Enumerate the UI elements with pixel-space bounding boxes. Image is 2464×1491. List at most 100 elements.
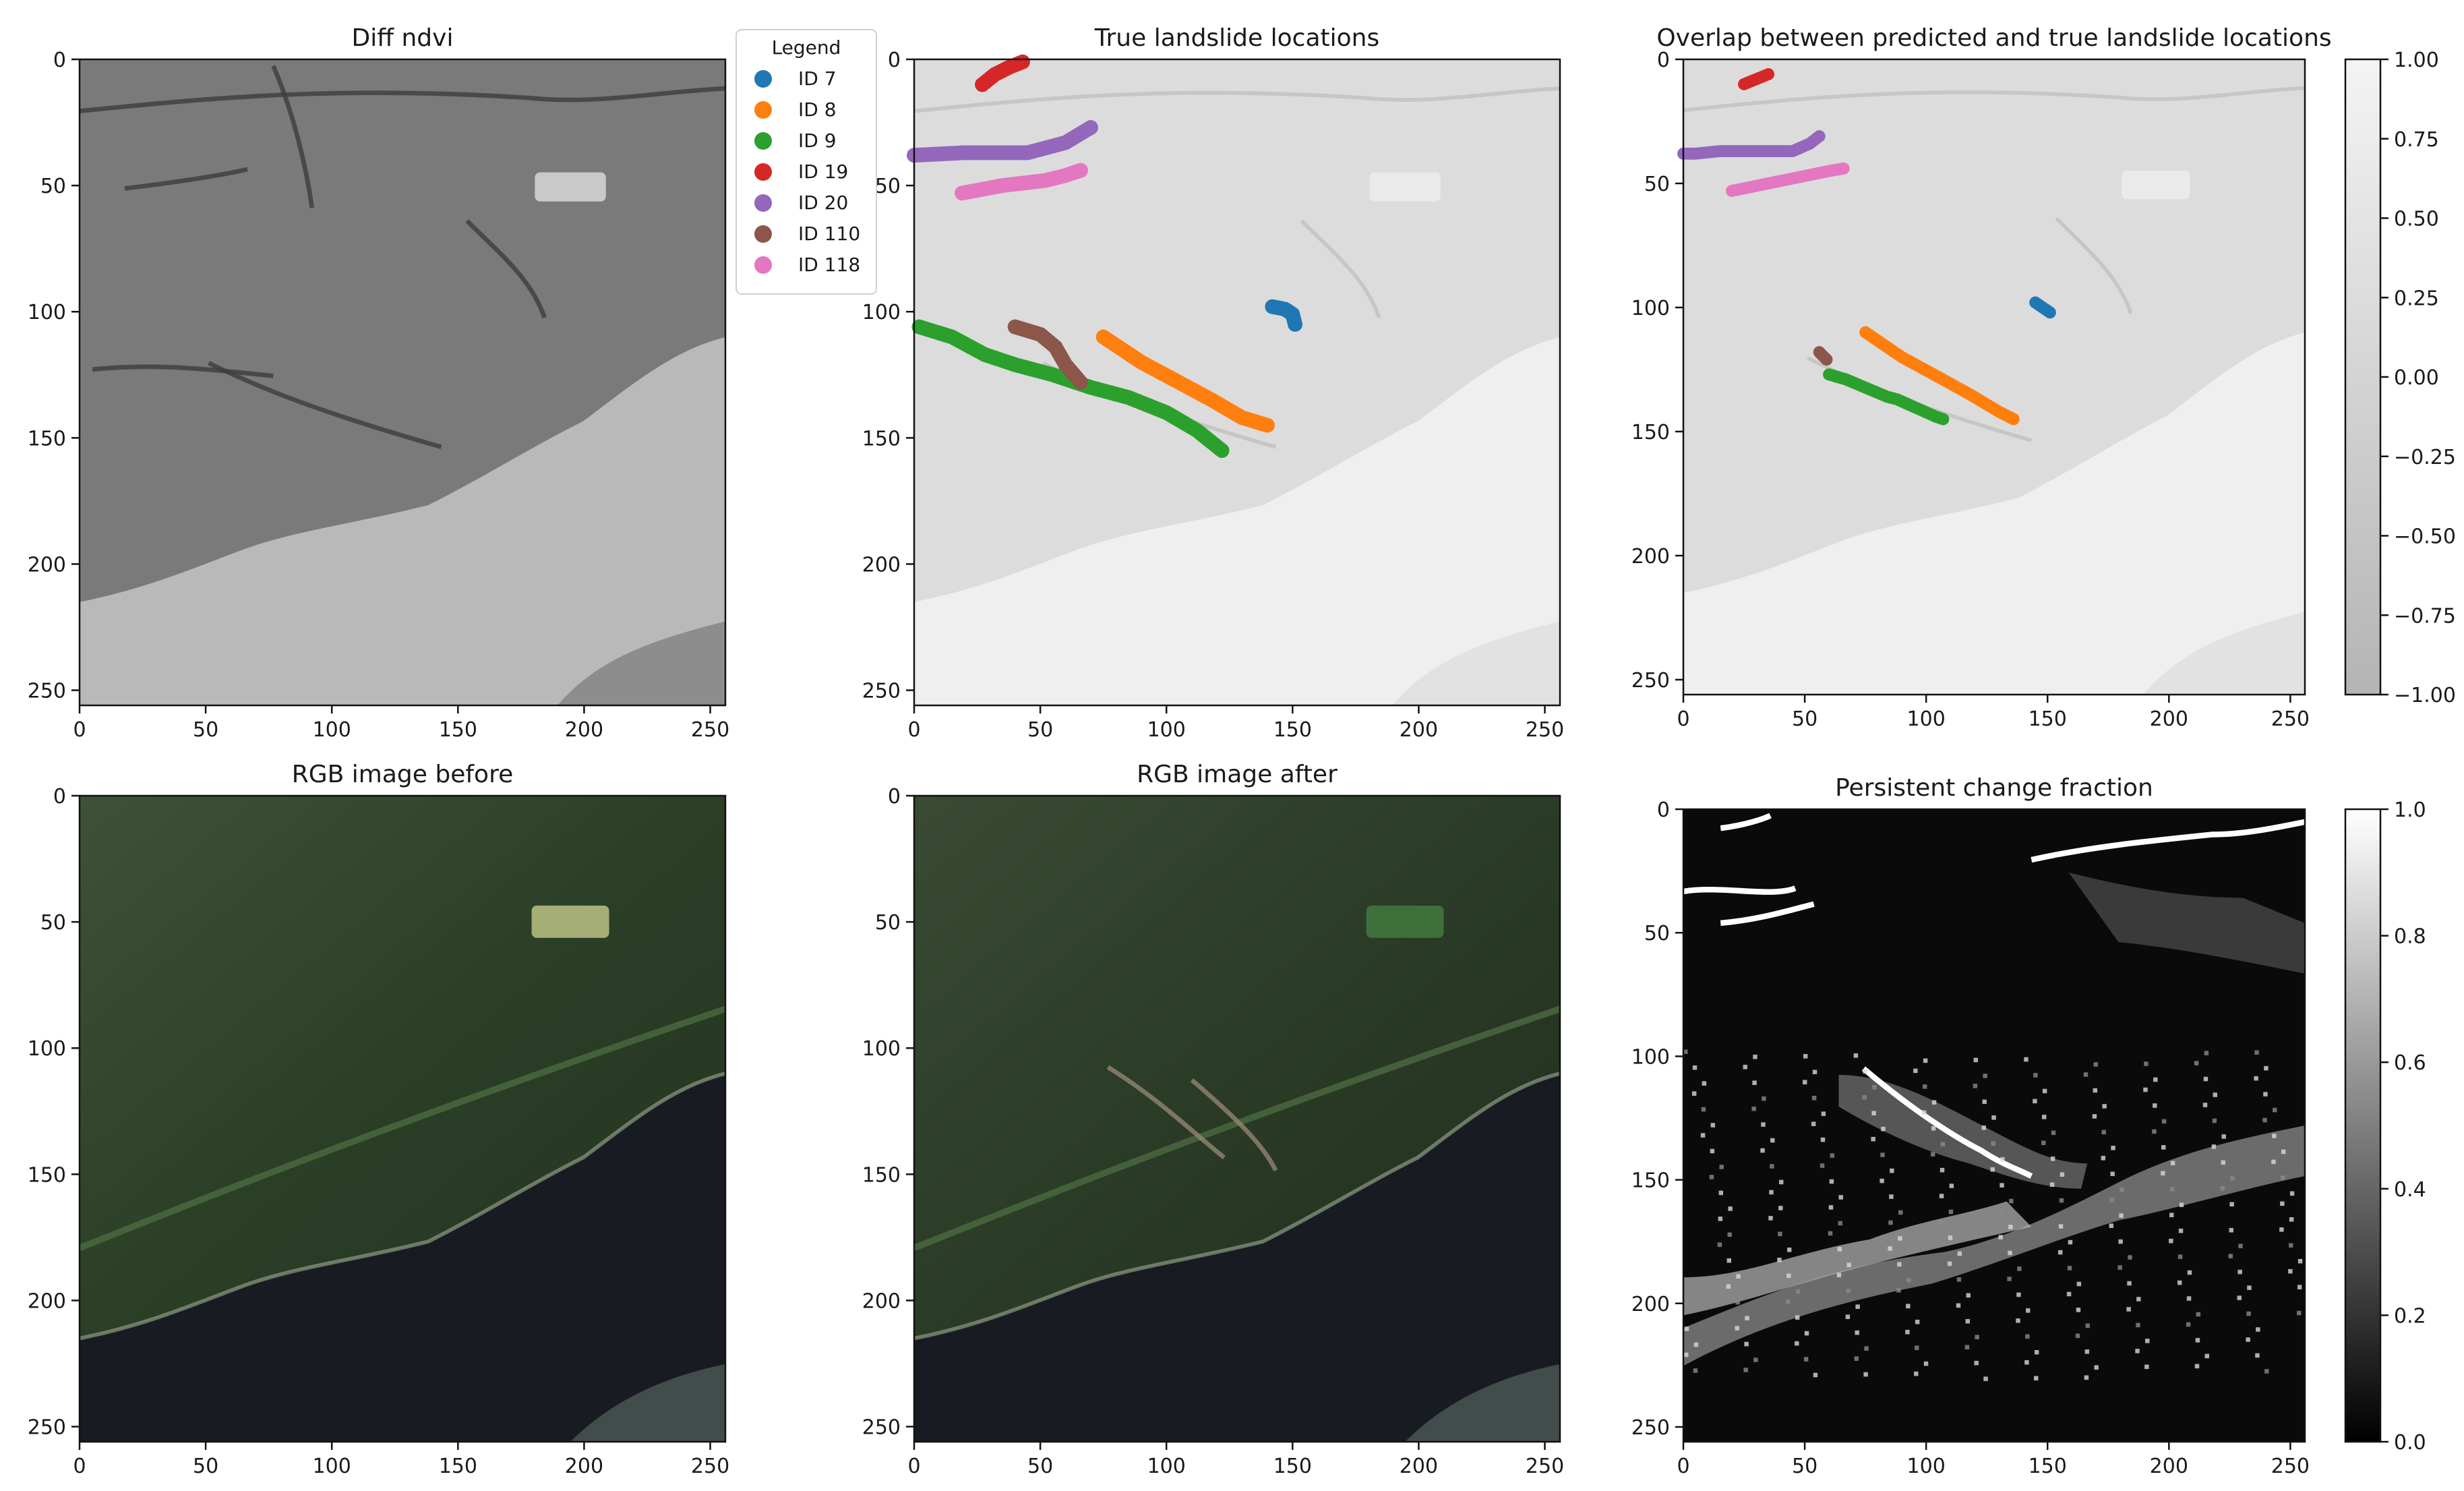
change-pixel bbox=[1864, 1346, 1869, 1351]
landslide-id-8 bbox=[1095, 329, 1275, 433]
landslide-scar bbox=[1190, 1078, 1278, 1172]
change-pixel bbox=[1983, 1074, 1987, 1078]
x-tick-label: 200 bbox=[1400, 1455, 1438, 1478]
legend-entry: ID 20 bbox=[754, 192, 848, 214]
change-pixel bbox=[2254, 1076, 2258, 1081]
legend-label: ID 110 bbox=[798, 223, 860, 245]
x-tick-label: 150 bbox=[439, 1455, 477, 1478]
y-tick-label: 200 bbox=[28, 1289, 66, 1313]
x-tick-label: 0 bbox=[73, 1455, 86, 1478]
landslide-id-118 bbox=[1726, 162, 1850, 198]
landslide-id-7 bbox=[1265, 299, 1303, 332]
panel-image bbox=[1683, 809, 2305, 1442]
change-pixel bbox=[2237, 1295, 2242, 1300]
change-pixel bbox=[1693, 1368, 1698, 1373]
x-tick-label: 0 bbox=[1677, 707, 1689, 731]
landslide-id-19 bbox=[1738, 68, 1775, 90]
y-tick-label: 50 bbox=[875, 911, 901, 935]
y-tick-label: 100 bbox=[28, 1037, 66, 1061]
shore-patch bbox=[1405, 1364, 1560, 1442]
change-pixel bbox=[2256, 1327, 2260, 1332]
colorbar-tick-label: 0.8 bbox=[2394, 925, 2426, 949]
change-pixel bbox=[2179, 1202, 2184, 1208]
change-pixel bbox=[1846, 1262, 1851, 1268]
colorbar-tick-label: 0.2 bbox=[2394, 1304, 2426, 1328]
change-pixel bbox=[2033, 1073, 2038, 1078]
field-patch bbox=[2122, 170, 2190, 200]
change-pixel bbox=[1718, 1217, 1723, 1221]
change-pixel bbox=[1778, 1231, 1782, 1237]
legend-marker bbox=[754, 225, 772, 243]
x-tick-label: 100 bbox=[313, 1455, 351, 1478]
colorbar-tick-label: 0.0 bbox=[2394, 1431, 2426, 1455]
change-pixel bbox=[2109, 1197, 2114, 1202]
colorbar-gradient bbox=[2344, 58, 2382, 696]
y-tick-label: 100 bbox=[862, 1037, 901, 1061]
change-pixel bbox=[2187, 1270, 2192, 1275]
landslide-id-19 bbox=[975, 54, 1030, 92]
point-id-110 bbox=[1820, 353, 1833, 366]
change-pixel bbox=[1863, 1372, 1868, 1377]
y-tick-label: 250 bbox=[862, 1416, 901, 1440]
ndvi-streak bbox=[271, 65, 315, 208]
legend-entry: ID 19 bbox=[754, 160, 848, 183]
y-tick-label: 150 bbox=[28, 427, 66, 450]
change-pixel bbox=[2255, 1353, 2260, 1358]
x-tick-label: 100 bbox=[313, 718, 351, 742]
faint-streak bbox=[1683, 86, 2305, 113]
change-pixel bbox=[2228, 1254, 2233, 1258]
change-pixel bbox=[1983, 1376, 1988, 1381]
change-zone bbox=[1838, 1074, 2088, 1189]
faint-streak bbox=[914, 86, 1561, 113]
change-pixel bbox=[2050, 1156, 2055, 1161]
panel-image bbox=[914, 59, 1561, 706]
change-pixel bbox=[1710, 1123, 1716, 1128]
ndvi-streak bbox=[124, 167, 248, 191]
point-id-118 bbox=[1073, 163, 1088, 178]
point-id-7 bbox=[1288, 316, 1303, 332]
change-pixel bbox=[1745, 1316, 1749, 1320]
change-pixel bbox=[2041, 1115, 2047, 1119]
change-pixel bbox=[1727, 1232, 1732, 1237]
change-pixel bbox=[1693, 1342, 1699, 1347]
change-pixel bbox=[2068, 1239, 2073, 1245]
change-pixel bbox=[2136, 1322, 2140, 1328]
change-pixel bbox=[2119, 1213, 2124, 1218]
change-pixel bbox=[2246, 1311, 2251, 1316]
ndvi-streak bbox=[80, 86, 726, 113]
x-tick-label: 250 bbox=[2271, 1455, 2310, 1478]
change-pixel bbox=[2288, 1268, 2293, 1274]
change-pixel bbox=[1838, 1195, 1843, 1200]
change-pixel bbox=[2289, 1243, 2293, 1248]
change-pixel bbox=[1854, 1356, 1859, 1361]
y-tick-label: 100 bbox=[28, 301, 66, 324]
shoreline bbox=[914, 1072, 1561, 1341]
panel-title: Overlap between predicted and true lands… bbox=[1656, 24, 2331, 52]
change-pixel bbox=[1906, 1304, 1911, 1309]
legend-marker bbox=[754, 70, 772, 88]
change-pixel bbox=[1939, 1194, 1944, 1198]
persistent-change-streak bbox=[1683, 885, 1797, 895]
colorbar-tick-label: 1.00 bbox=[2394, 49, 2439, 72]
change-pixel bbox=[1956, 1303, 1961, 1308]
colorbar-tick-label: 0.6 bbox=[2394, 1051, 2426, 1075]
change-pixel bbox=[2009, 1198, 2014, 1204]
colorbar-tick-label: 1.0 bbox=[2394, 798, 2426, 822]
change-pixel bbox=[1940, 1167, 1945, 1173]
change-pixel bbox=[1743, 1368, 1748, 1372]
legend-box bbox=[735, 29, 877, 295]
x-tick-label: 150 bbox=[1273, 718, 1312, 742]
persistent-change-streak bbox=[1861, 1066, 2033, 1179]
change-pixel bbox=[2202, 1103, 2208, 1107]
change-pixel bbox=[2058, 1224, 2064, 1229]
axes-frame bbox=[78, 58, 727, 707]
y-tick-label: 200 bbox=[862, 1289, 901, 1313]
change-pixel bbox=[2169, 1238, 2173, 1244]
ndvi-streak bbox=[465, 219, 547, 319]
change-pixel bbox=[1938, 1219, 1944, 1225]
colorbar-tick-label: 0.50 bbox=[2394, 208, 2439, 231]
change-pixel bbox=[2000, 1183, 2004, 1188]
change-pixel bbox=[1898, 1210, 1903, 1215]
point-id-20 bbox=[1083, 120, 1098, 136]
change-pixel bbox=[1872, 1084, 1877, 1090]
